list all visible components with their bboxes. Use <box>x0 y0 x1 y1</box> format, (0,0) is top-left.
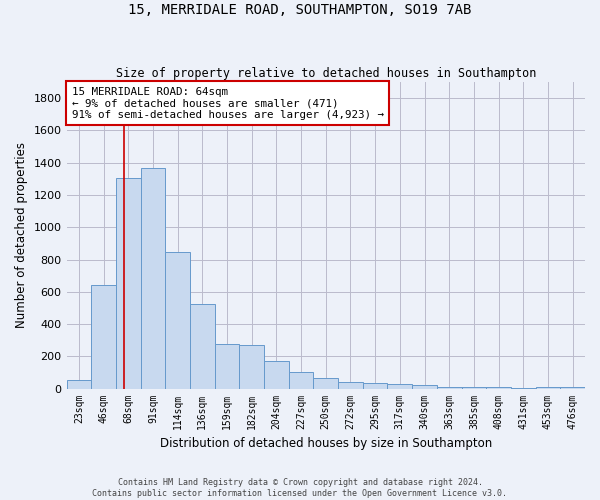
Bar <box>338 382 363 388</box>
Bar <box>313 378 338 388</box>
Bar <box>140 168 165 388</box>
Bar <box>486 387 511 388</box>
Bar <box>264 361 289 388</box>
Text: 15 MERRIDALE ROAD: 64sqm
← 9% of detached houses are smaller (471)
91% of semi-d: 15 MERRIDALE ROAD: 64sqm ← 9% of detache… <box>72 86 384 120</box>
Bar <box>560 387 585 388</box>
Bar <box>215 344 239 389</box>
Bar <box>116 178 140 388</box>
Bar <box>536 387 560 388</box>
Bar <box>437 386 461 388</box>
Title: Size of property relative to detached houses in Southampton: Size of property relative to detached ho… <box>116 66 536 80</box>
Bar <box>388 384 412 388</box>
Text: 15, MERRIDALE ROAD, SOUTHAMPTON, SO19 7AB: 15, MERRIDALE ROAD, SOUTHAMPTON, SO19 7A… <box>128 2 472 16</box>
Text: Contains HM Land Registry data © Crown copyright and database right 2024.
Contai: Contains HM Land Registry data © Crown c… <box>92 478 508 498</box>
X-axis label: Distribution of detached houses by size in Southampton: Distribution of detached houses by size … <box>160 437 492 450</box>
Bar <box>91 286 116 389</box>
Bar <box>363 383 388 388</box>
Bar <box>67 380 91 388</box>
Y-axis label: Number of detached properties: Number of detached properties <box>15 142 28 328</box>
Bar <box>190 304 215 388</box>
Bar <box>412 386 437 388</box>
Bar <box>165 252 190 388</box>
Bar <box>289 372 313 388</box>
Bar <box>461 387 486 388</box>
Bar <box>239 345 264 389</box>
